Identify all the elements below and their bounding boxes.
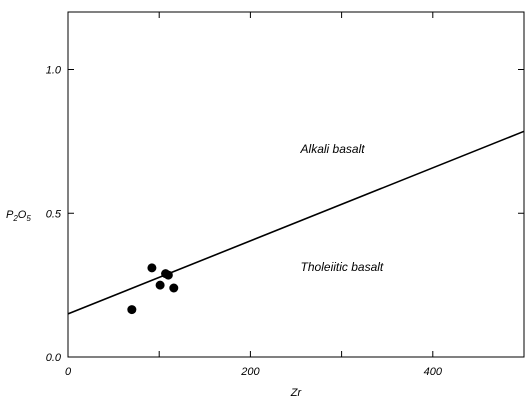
y-tick-labels: 0.0 0.5 1.0 bbox=[46, 65, 62, 365]
region-label: Alkali basalt bbox=[300, 142, 366, 156]
x-tick-label: 0 bbox=[65, 366, 72, 378]
data-point bbox=[147, 263, 157, 273]
y-tick-label: 0.0 bbox=[46, 352, 62, 364]
data-point bbox=[155, 280, 165, 290]
y-axis-label-sub1: 2 bbox=[12, 214, 18, 223]
data-points bbox=[127, 263, 179, 315]
x-tick-labels: 0 200 400 bbox=[65, 366, 443, 378]
discrimination-line bbox=[67, 130, 525, 315]
plot-frame bbox=[67, 11, 525, 358]
plot-border bbox=[67, 11, 525, 358]
axis-ticks bbox=[67, 12, 525, 358]
region-label: Tholeiitic basalt bbox=[301, 260, 384, 274]
y-axis-label: P2O5 bbox=[6, 209, 31, 223]
data-point bbox=[163, 270, 173, 280]
x-tick-label: 400 bbox=[424, 366, 443, 378]
region-labels: Alkali basalt Tholeiitic basalt bbox=[300, 142, 384, 274]
x-tick-label: 200 bbox=[240, 366, 260, 378]
y-tick-label: 1.0 bbox=[46, 65, 62, 77]
y-axis-label-mid: O bbox=[18, 209, 27, 221]
y-tick-label: 0.5 bbox=[46, 208, 62, 220]
discrimination-line-group bbox=[67, 130, 525, 315]
y-axis-label-base: P bbox=[6, 209, 14, 221]
data-point bbox=[127, 305, 137, 315]
data-point bbox=[169, 283, 179, 293]
y-axis-label-sub2: 5 bbox=[26, 214, 31, 223]
x-axis-label: Zr bbox=[290, 387, 303, 399]
